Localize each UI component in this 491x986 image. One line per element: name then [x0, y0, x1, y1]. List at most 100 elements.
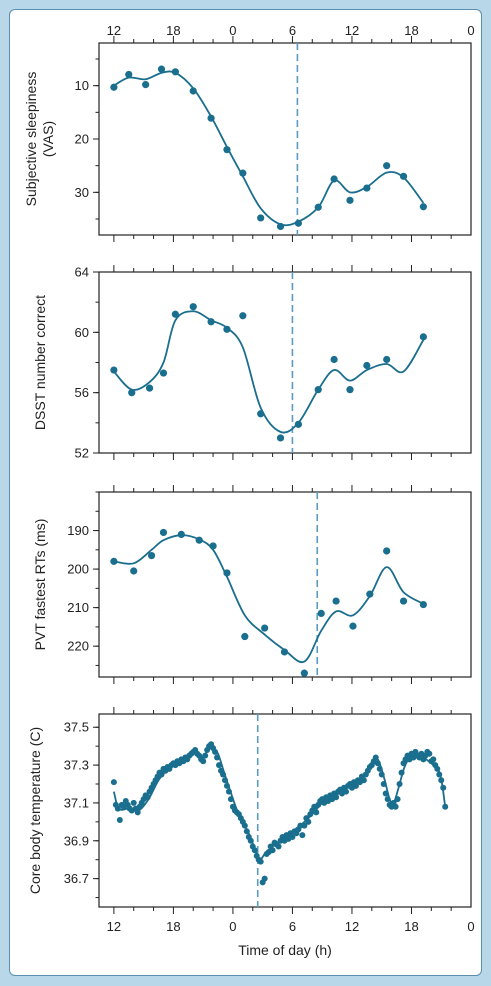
data-point	[216, 762, 223, 769]
data-point	[257, 214, 265, 222]
data-point	[220, 771, 226, 778]
data-point	[202, 752, 209, 759]
y-axis-label: Core body temperature (C)	[27, 727, 43, 894]
data-point	[223, 782, 230, 789]
data-point	[419, 203, 427, 211]
data-point	[392, 803, 399, 810]
plot-frame	[98, 271, 472, 454]
x-tick-label: 0	[229, 919, 236, 934]
data-point	[438, 777, 445, 784]
y-axis-label: Subjective sleepiness(VAS)	[23, 72, 56, 207]
data-point	[349, 622, 357, 630]
data-point	[171, 310, 179, 318]
data-point	[243, 828, 250, 835]
data-point	[128, 389, 136, 397]
y-tick-label: 52	[75, 446, 89, 461]
x-tick-label: 18	[404, 919, 418, 934]
plot-frame	[98, 42, 472, 236]
data-point	[419, 600, 427, 609]
y-tick-label: 220	[67, 639, 89, 654]
data-point	[241, 822, 248, 829]
figure-svg: 12 18 0 6 12 18 0 10 20 30 Subjective sleepiness(V…	[23, 23, 475, 958]
data-point	[125, 70, 133, 79]
data-point	[177, 530, 185, 538]
x-tick-label: 6	[289, 919, 296, 934]
fit-curve	[113, 310, 425, 434]
data-point	[280, 648, 289, 656]
x-tick-label: 0	[467, 919, 474, 934]
y-tick-label: 200	[67, 562, 89, 577]
data-point	[158, 771, 165, 778]
top-axis-tick-label: 0	[467, 23, 474, 38]
data-point	[130, 567, 138, 575]
data-point	[430, 756, 437, 763]
data-point	[159, 528, 168, 537]
y-axis-label: DSST number correct	[32, 295, 48, 430]
data-point	[214, 754, 221, 761]
data-point	[257, 410, 265, 418]
data-point	[145, 384, 154, 392]
data-point	[241, 632, 249, 641]
data-point	[372, 754, 379, 761]
top-axis-tick-label: 0	[229, 23, 236, 38]
data-point	[142, 81, 150, 89]
data-point	[257, 858, 264, 865]
data-point	[200, 758, 207, 765]
data-point	[317, 609, 325, 618]
data-point	[223, 325, 231, 333]
data-point	[227, 796, 234, 803]
y-tick-label: 210	[67, 600, 89, 615]
data-point	[396, 781, 403, 788]
data-point	[399, 597, 408, 605]
top-axis-tick-label: 12	[345, 23, 359, 38]
data-point	[247, 837, 254, 844]
data-point	[363, 361, 371, 370]
data-point	[366, 590, 374, 598]
data-point	[239, 312, 247, 320]
data-point	[426, 750, 433, 757]
top-axis-tick-label: 18	[166, 23, 180, 38]
data-point	[130, 799, 137, 806]
data-point	[442, 803, 449, 810]
figure-card: 12 18 0 6 12 18 0 10 20 30 Subjective sleepiness(V…	[9, 9, 482, 976]
data-point	[436, 771, 443, 778]
y-tick-label: 190	[67, 523, 89, 538]
y-tick-label: 64	[75, 265, 89, 280]
y-tick-label: 36.7	[64, 871, 89, 886]
data-point	[346, 196, 354, 204]
data-point	[346, 386, 354, 394]
y-tick-label: 10	[75, 78, 89, 93]
data-point	[363, 184, 371, 192]
data-point	[300, 669, 308, 677]
data-point	[110, 366, 118, 374]
data-point	[207, 318, 215, 326]
data-point	[157, 65, 166, 73]
data-point	[269, 847, 276, 854]
data-point	[110, 83, 118, 91]
fit-curve	[113, 534, 424, 664]
data-point	[343, 788, 350, 795]
data-point	[223, 569, 231, 577]
plot-frame	[98, 491, 472, 678]
data-point	[394, 796, 401, 803]
data-point	[159, 369, 168, 377]
top-axis-tick-label: 18	[404, 23, 418, 38]
data-point	[314, 386, 322, 394]
plot-frame	[98, 713, 472, 908]
data-point	[294, 219, 302, 227]
data-point	[398, 769, 405, 776]
data-point	[116, 816, 123, 823]
data-point	[251, 847, 258, 854]
data-point	[294, 420, 302, 428]
data-point	[299, 832, 306, 839]
y-tick-label: 37.1	[64, 795, 89, 810]
data-point	[275, 843, 282, 850]
data-point	[376, 765, 383, 772]
data-point	[189, 303, 197, 311]
data-point	[225, 788, 232, 795]
data-point	[399, 172, 408, 180]
fit-curve	[113, 70, 425, 227]
x-axis-label: Time of day (h)	[238, 942, 332, 958]
data-point	[314, 203, 322, 211]
y-tick-label: 56	[75, 385, 89, 400]
